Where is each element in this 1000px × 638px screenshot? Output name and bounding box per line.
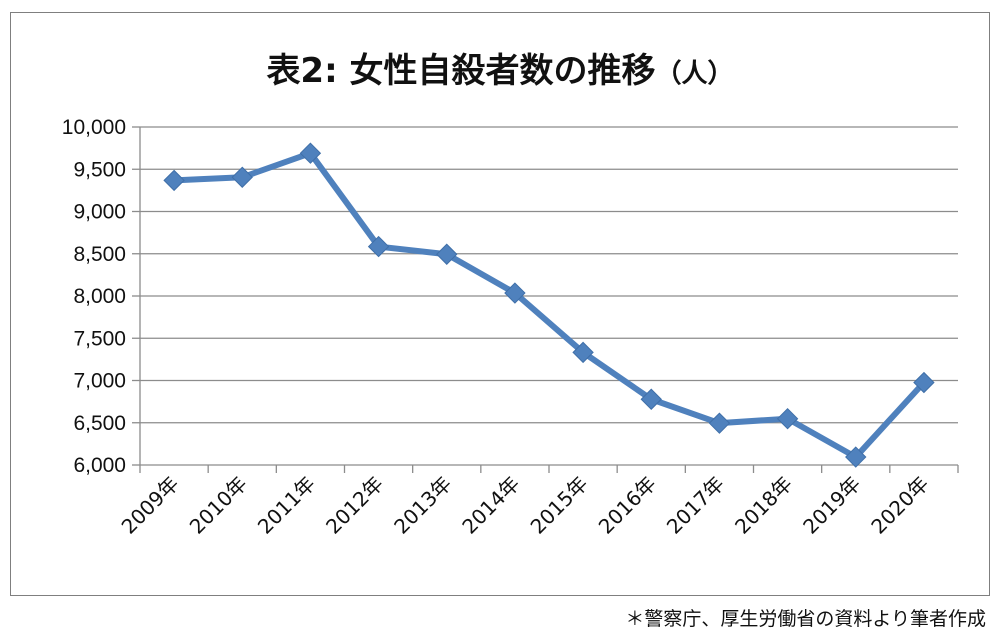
data-point-marker	[708, 412, 731, 434]
data-point-marker	[504, 282, 526, 304]
x-tick-label: 2018年	[730, 472, 797, 539]
chart-title-unit: （人）	[656, 59, 734, 89]
y-tick-label: 7,500	[73, 327, 126, 350]
y-tick-label: 9,000	[73, 201, 126, 224]
y-tick-label: 9,500	[73, 158, 126, 181]
y-tick-label: 6,500	[73, 412, 126, 435]
series-line	[171, 150, 927, 461]
data-point-marker	[776, 407, 799, 430]
data-point-marker	[913, 371, 935, 394]
line-chart: 表2: 女性自殺者数の推移（人） 6,000 6,500 7,000 7,500 8,0…	[62, 51, 959, 539]
chart-title: 表2: 女性自殺者数の推移（人）	[266, 51, 733, 91]
x-tick-label: 2019年	[798, 472, 865, 539]
x-tick-label: 2009年	[117, 472, 184, 539]
y-tick-label: 6,000	[73, 454, 126, 477]
data-point-marker	[163, 169, 185, 192]
y-tick-label: 8,000	[73, 285, 126, 308]
chart-frame	[10, 12, 990, 596]
data-point-marker	[572, 341, 594, 364]
y-tick-label: 8,500	[73, 243, 126, 266]
series-layer	[163, 142, 935, 468]
grid-lines	[140, 126, 958, 424]
x-tick-label: 2016年	[594, 472, 661, 539]
source-note: ＊警察庁、厚生労働省の資料より筆者作成	[625, 608, 986, 630]
y-tick-labels: 6,000 6,500 7,000 7,500 8,000 8,500 9,000 9,500…	[62, 116, 126, 477]
x-tick-label: 2011年	[253, 472, 320, 539]
data-point-marker	[367, 235, 390, 258]
x-tick-label: 2012年	[321, 472, 388, 539]
axes	[132, 126, 959, 473]
y-tick-label: 7,000	[73, 370, 126, 393]
x-tick-label: 2017年	[662, 472, 729, 539]
data-point-marker	[845, 446, 867, 468]
data-point-marker	[640, 388, 662, 410]
x-tick-label: 2013年	[389, 472, 456, 539]
x-tick-label: 2014年	[457, 472, 524, 539]
x-tick-label: 2010年	[185, 472, 252, 539]
y-tick-label: 10,000	[62, 116, 126, 139]
data-point-marker	[436, 243, 458, 265]
x-tick-labels: 2009年 2010年 2011年 2012年 2013年 2014年 2015年 2016年…	[117, 472, 934, 539]
x-tick-label: 2020年	[866, 472, 933, 539]
data-point-marker	[231, 166, 253, 188]
x-tick-label: 2015年	[526, 472, 593, 539]
data-point-marker	[299, 142, 322, 164]
chart-title-main: 表2: 女性自殺者数の推移	[266, 51, 655, 91]
